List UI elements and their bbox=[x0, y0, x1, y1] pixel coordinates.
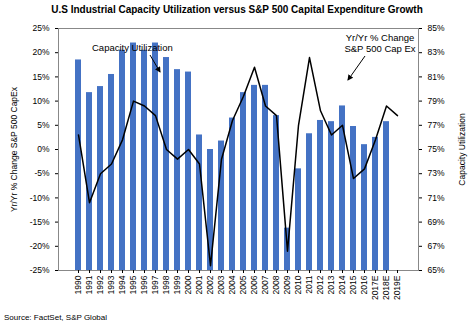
svg-text:65%: 65% bbox=[428, 265, 445, 275]
svg-text:1991: 1991 bbox=[84, 275, 94, 294]
svg-text:5%: 5% bbox=[37, 120, 50, 130]
svg-text:2012: 2012 bbox=[315, 275, 325, 294]
svg-text:10%: 10% bbox=[32, 96, 49, 106]
svg-text:2017E: 2017E bbox=[370, 275, 380, 300]
svg-text:2016: 2016 bbox=[359, 275, 369, 294]
svg-text:85%: 85% bbox=[428, 23, 445, 33]
svg-text:-20%: -20% bbox=[30, 241, 50, 251]
html-text:Yr/Yr % Change S&P 500 Cap Ex: Yr/Yr % Change S&P 500 Cap Ex bbox=[344, 32, 416, 54]
svg-text:81%: 81% bbox=[428, 72, 445, 82]
svg-text:69%: 69% bbox=[428, 217, 445, 227]
svg-text:20%: 20% bbox=[32, 47, 49, 57]
svg-text:-15%: -15% bbox=[30, 217, 50, 227]
svg-text:Capacity Utilization: Capacity Utilization bbox=[457, 113, 467, 186]
svg-text:2014: 2014 bbox=[337, 275, 347, 294]
svg-text:1993: 1993 bbox=[106, 275, 116, 294]
svg-text:2013: 2013 bbox=[326, 275, 336, 294]
svg-text:-25%: -25% bbox=[30, 265, 50, 275]
svg-text:25%: 25% bbox=[32, 23, 49, 33]
html-text:Capacity Utilization: Capacity Utilization bbox=[92, 42, 173, 53]
svg-text:2015: 2015 bbox=[348, 275, 358, 294]
svg-text:1992: 1992 bbox=[95, 275, 105, 294]
svg-text:1996: 1996 bbox=[139, 275, 149, 294]
svg-text:79%: 79% bbox=[428, 96, 445, 106]
svg-text:-10%: -10% bbox=[30, 193, 50, 203]
svg-text:1999: 1999 bbox=[172, 275, 182, 294]
svg-text:77%: 77% bbox=[428, 120, 445, 130]
svg-text:73%: 73% bbox=[428, 168, 445, 178]
svg-text:2006: 2006 bbox=[249, 275, 259, 294]
svg-text:1998: 1998 bbox=[161, 275, 171, 294]
svg-text:75%: 75% bbox=[428, 144, 445, 154]
svg-text:1994: 1994 bbox=[117, 275, 127, 294]
svg-text:2003: 2003 bbox=[216, 275, 226, 294]
svg-text:67%: 67% bbox=[428, 241, 445, 251]
svg-text:2001: 2001 bbox=[194, 275, 204, 294]
svg-text:71%: 71% bbox=[428, 193, 445, 203]
svg-text:2018E: 2018E bbox=[381, 275, 391, 300]
svg-text:2005: 2005 bbox=[238, 275, 248, 294]
svg-text:2004: 2004 bbox=[227, 275, 237, 294]
svg-text:0%: 0% bbox=[37, 144, 50, 154]
html-text:U.S Industrial Capacity Utiliz: U.S Industrial Capacity Utilization vers… bbox=[51, 4, 423, 15]
svg-text:2007: 2007 bbox=[260, 275, 270, 294]
svg-text:1995: 1995 bbox=[128, 275, 138, 294]
svg-text:Yr/Yr % Change S&P 500 CapEx: Yr/Yr % Change S&P 500 CapEx bbox=[9, 86, 19, 212]
svg-text:83%: 83% bbox=[428, 47, 445, 57]
svg-text:2011: 2011 bbox=[304, 275, 314, 294]
svg-text:1997: 1997 bbox=[150, 275, 160, 294]
svg-text:2008: 2008 bbox=[271, 275, 281, 294]
svg-text:-5%: -5% bbox=[34, 168, 50, 178]
svg-text:2019E: 2019E bbox=[392, 275, 402, 300]
svg-text:2002: 2002 bbox=[205, 275, 215, 294]
svg-text:2000: 2000 bbox=[183, 275, 193, 294]
svg-text:2010: 2010 bbox=[293, 275, 303, 294]
svg-text:15%: 15% bbox=[32, 72, 49, 82]
svg-text:2009: 2009 bbox=[282, 275, 292, 294]
svg-text:1990: 1990 bbox=[73, 275, 83, 294]
html-text:Source: FactSet, S&P Global: Source: FactSet, S&P Global bbox=[4, 313, 107, 322]
